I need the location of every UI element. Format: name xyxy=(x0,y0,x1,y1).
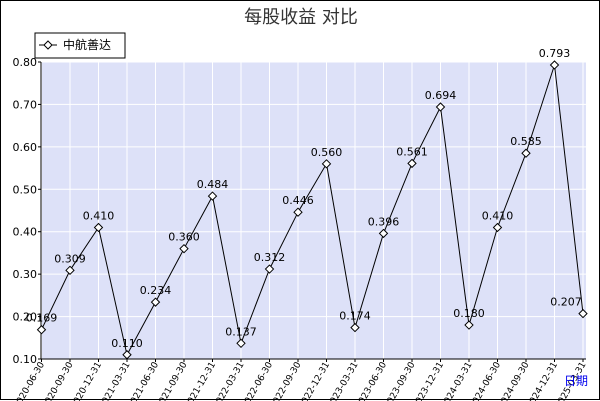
data-label: 0.360 xyxy=(168,231,200,244)
y-tick-label: 0.60 xyxy=(13,141,38,154)
data-label: 0.694 xyxy=(425,89,457,102)
data-label: 0.561 xyxy=(396,145,428,158)
legend: 中航善达 xyxy=(35,33,125,58)
data-label: 0.137 xyxy=(225,325,257,338)
data-label: 0.312 xyxy=(254,251,286,264)
y-tick-label: 0.50 xyxy=(13,183,38,196)
data-label: 0.207 xyxy=(550,296,582,309)
data-label: 0.410 xyxy=(83,209,115,222)
x-axis-label: 日期 xyxy=(564,374,588,388)
y-tick-label: 0.70 xyxy=(13,98,38,111)
data-label: 0.169 xyxy=(26,312,58,325)
data-label: 0.560 xyxy=(311,146,343,159)
data-label: 0.585 xyxy=(510,135,542,148)
data-label: 0.180 xyxy=(453,307,485,320)
data-label: 0.234 xyxy=(140,284,172,297)
y-tick-label: 0.40 xyxy=(13,226,38,239)
data-label: 0.410 xyxy=(482,209,514,222)
x-axis-ticks: 2020-06-302020-09-302020-12-312021-03-31… xyxy=(12,359,588,401)
data-label: 0.110 xyxy=(111,337,143,350)
y-tick-label: 0.80 xyxy=(13,56,38,69)
y-tick-label: 0.10 xyxy=(13,353,38,366)
x-tick-label: 2020-06-30 xyxy=(12,360,47,401)
data-label: 0.174 xyxy=(339,310,371,323)
data-label: 0.484 xyxy=(197,178,229,191)
legend-series-name: 中航善达 xyxy=(63,37,111,52)
data-label: 0.793 xyxy=(539,47,571,60)
data-label: 0.446 xyxy=(282,194,314,207)
data-label: 0.396 xyxy=(368,215,400,228)
chart-title: 每股收益 对比 xyxy=(244,7,358,28)
y-tick-label: 0.30 xyxy=(13,268,38,281)
data-label: 0.309 xyxy=(54,252,86,265)
